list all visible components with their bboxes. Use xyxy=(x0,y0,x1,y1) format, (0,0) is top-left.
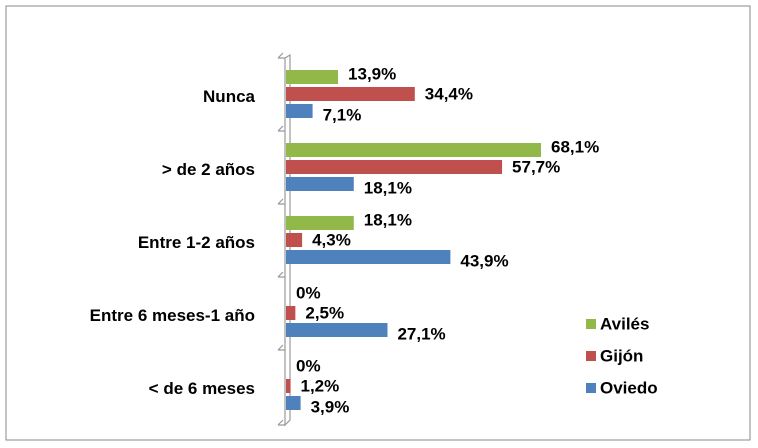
bar xyxy=(286,306,296,320)
bar xyxy=(286,379,291,393)
legend-label: Oviedo xyxy=(600,378,658,397)
category-label: Entre 6 meses-1 año xyxy=(90,306,255,325)
data-label: 0% xyxy=(296,283,321,302)
bar xyxy=(286,250,451,264)
data-label: 13,9% xyxy=(348,64,396,83)
legend-swatch xyxy=(586,319,596,329)
bar xyxy=(286,160,503,174)
legend-swatch xyxy=(586,351,596,361)
legend-label: Gijón xyxy=(600,346,643,365)
bar xyxy=(286,104,313,118)
category-label: > de 2 años xyxy=(162,160,255,179)
bar xyxy=(286,396,301,410)
bar xyxy=(286,87,415,101)
chart-frame xyxy=(5,5,751,441)
category-label: Entre 1-2 años xyxy=(138,233,255,252)
bar xyxy=(286,233,303,247)
data-label: 18,1% xyxy=(364,178,412,197)
data-label: 2,5% xyxy=(305,303,344,322)
category-axis xyxy=(277,52,291,427)
data-label: 1,2% xyxy=(300,376,339,395)
bar xyxy=(286,143,541,157)
category-label: Nunca xyxy=(203,87,256,106)
bar xyxy=(286,70,339,84)
bar xyxy=(286,177,354,191)
data-label: 0% xyxy=(296,356,321,375)
legend-swatch xyxy=(586,383,596,393)
data-label: 43,9% xyxy=(460,251,508,270)
data-label: 4,3% xyxy=(312,230,351,249)
data-label: 27,1% xyxy=(397,324,445,343)
data-label: 18,1% xyxy=(364,210,412,229)
data-label: 57,7% xyxy=(512,157,560,176)
bar xyxy=(286,216,354,230)
bar xyxy=(286,323,388,337)
data-label: 34,4% xyxy=(425,84,473,103)
legend-label: Avilés xyxy=(600,314,649,333)
data-label: 7,1% xyxy=(323,105,362,124)
category-label: < de 6 meses xyxy=(149,379,255,398)
data-label: 68,1% xyxy=(551,137,599,156)
data-label: 3,9% xyxy=(311,397,350,416)
